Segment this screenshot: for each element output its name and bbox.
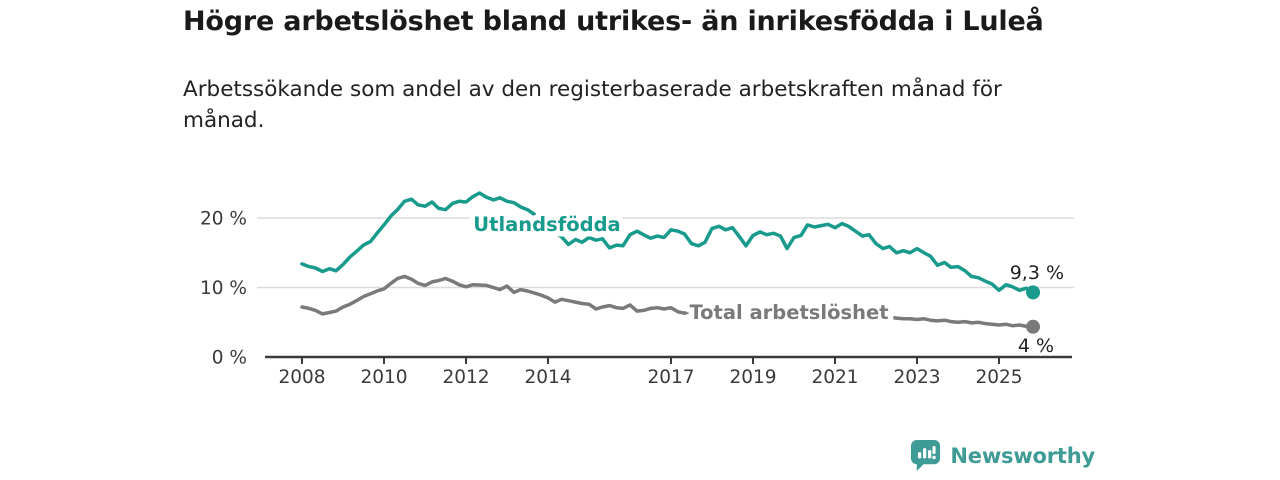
x-tick-label: 2019 <box>729 367 776 388</box>
y-tick-label: 20 % <box>200 209 247 230</box>
chart-title: Högre arbetslöshet bland utrikes- än inr… <box>183 6 1044 37</box>
series-end-value: 4 % <box>1018 335 1054 357</box>
series-label: Utlandsfödda <box>473 213 620 236</box>
x-tick-label: 2025 <box>975 367 1022 388</box>
series-end-dot <box>1026 319 1041 334</box>
series-line-total-arbetsl-shet <box>300 274 1035 329</box>
series-line-utlandsf-dda <box>300 191 1035 295</box>
y-tick-label: 10 % <box>200 278 247 299</box>
series-end-value: 9,3 % <box>1010 262 1064 284</box>
chart-subtitle: Arbetssökande som andel av den registerb… <box>183 77 1002 134</box>
newsworthy-logo: Newsworthy <box>910 439 1095 472</box>
x-tick-label: 2012 <box>442 367 489 388</box>
x-tick-label: 2010 <box>360 367 407 388</box>
x-tick-label: 2017 <box>647 367 694 388</box>
x-tick-label: 2008 <box>278 367 325 388</box>
x-tick-label: 2014 <box>524 367 571 388</box>
x-tick-label: 2021 <box>811 367 858 388</box>
bar-chart-speech-bubble-icon <box>911 440 941 471</box>
brand-name: Newsworthy <box>950 443 1095 468</box>
x-tick-label: 2023 <box>893 367 940 388</box>
y-tick-label: 0 % <box>212 348 247 369</box>
series-end-dot <box>1026 285 1041 300</box>
series-label: Total arbetslöshet <box>689 301 888 324</box>
